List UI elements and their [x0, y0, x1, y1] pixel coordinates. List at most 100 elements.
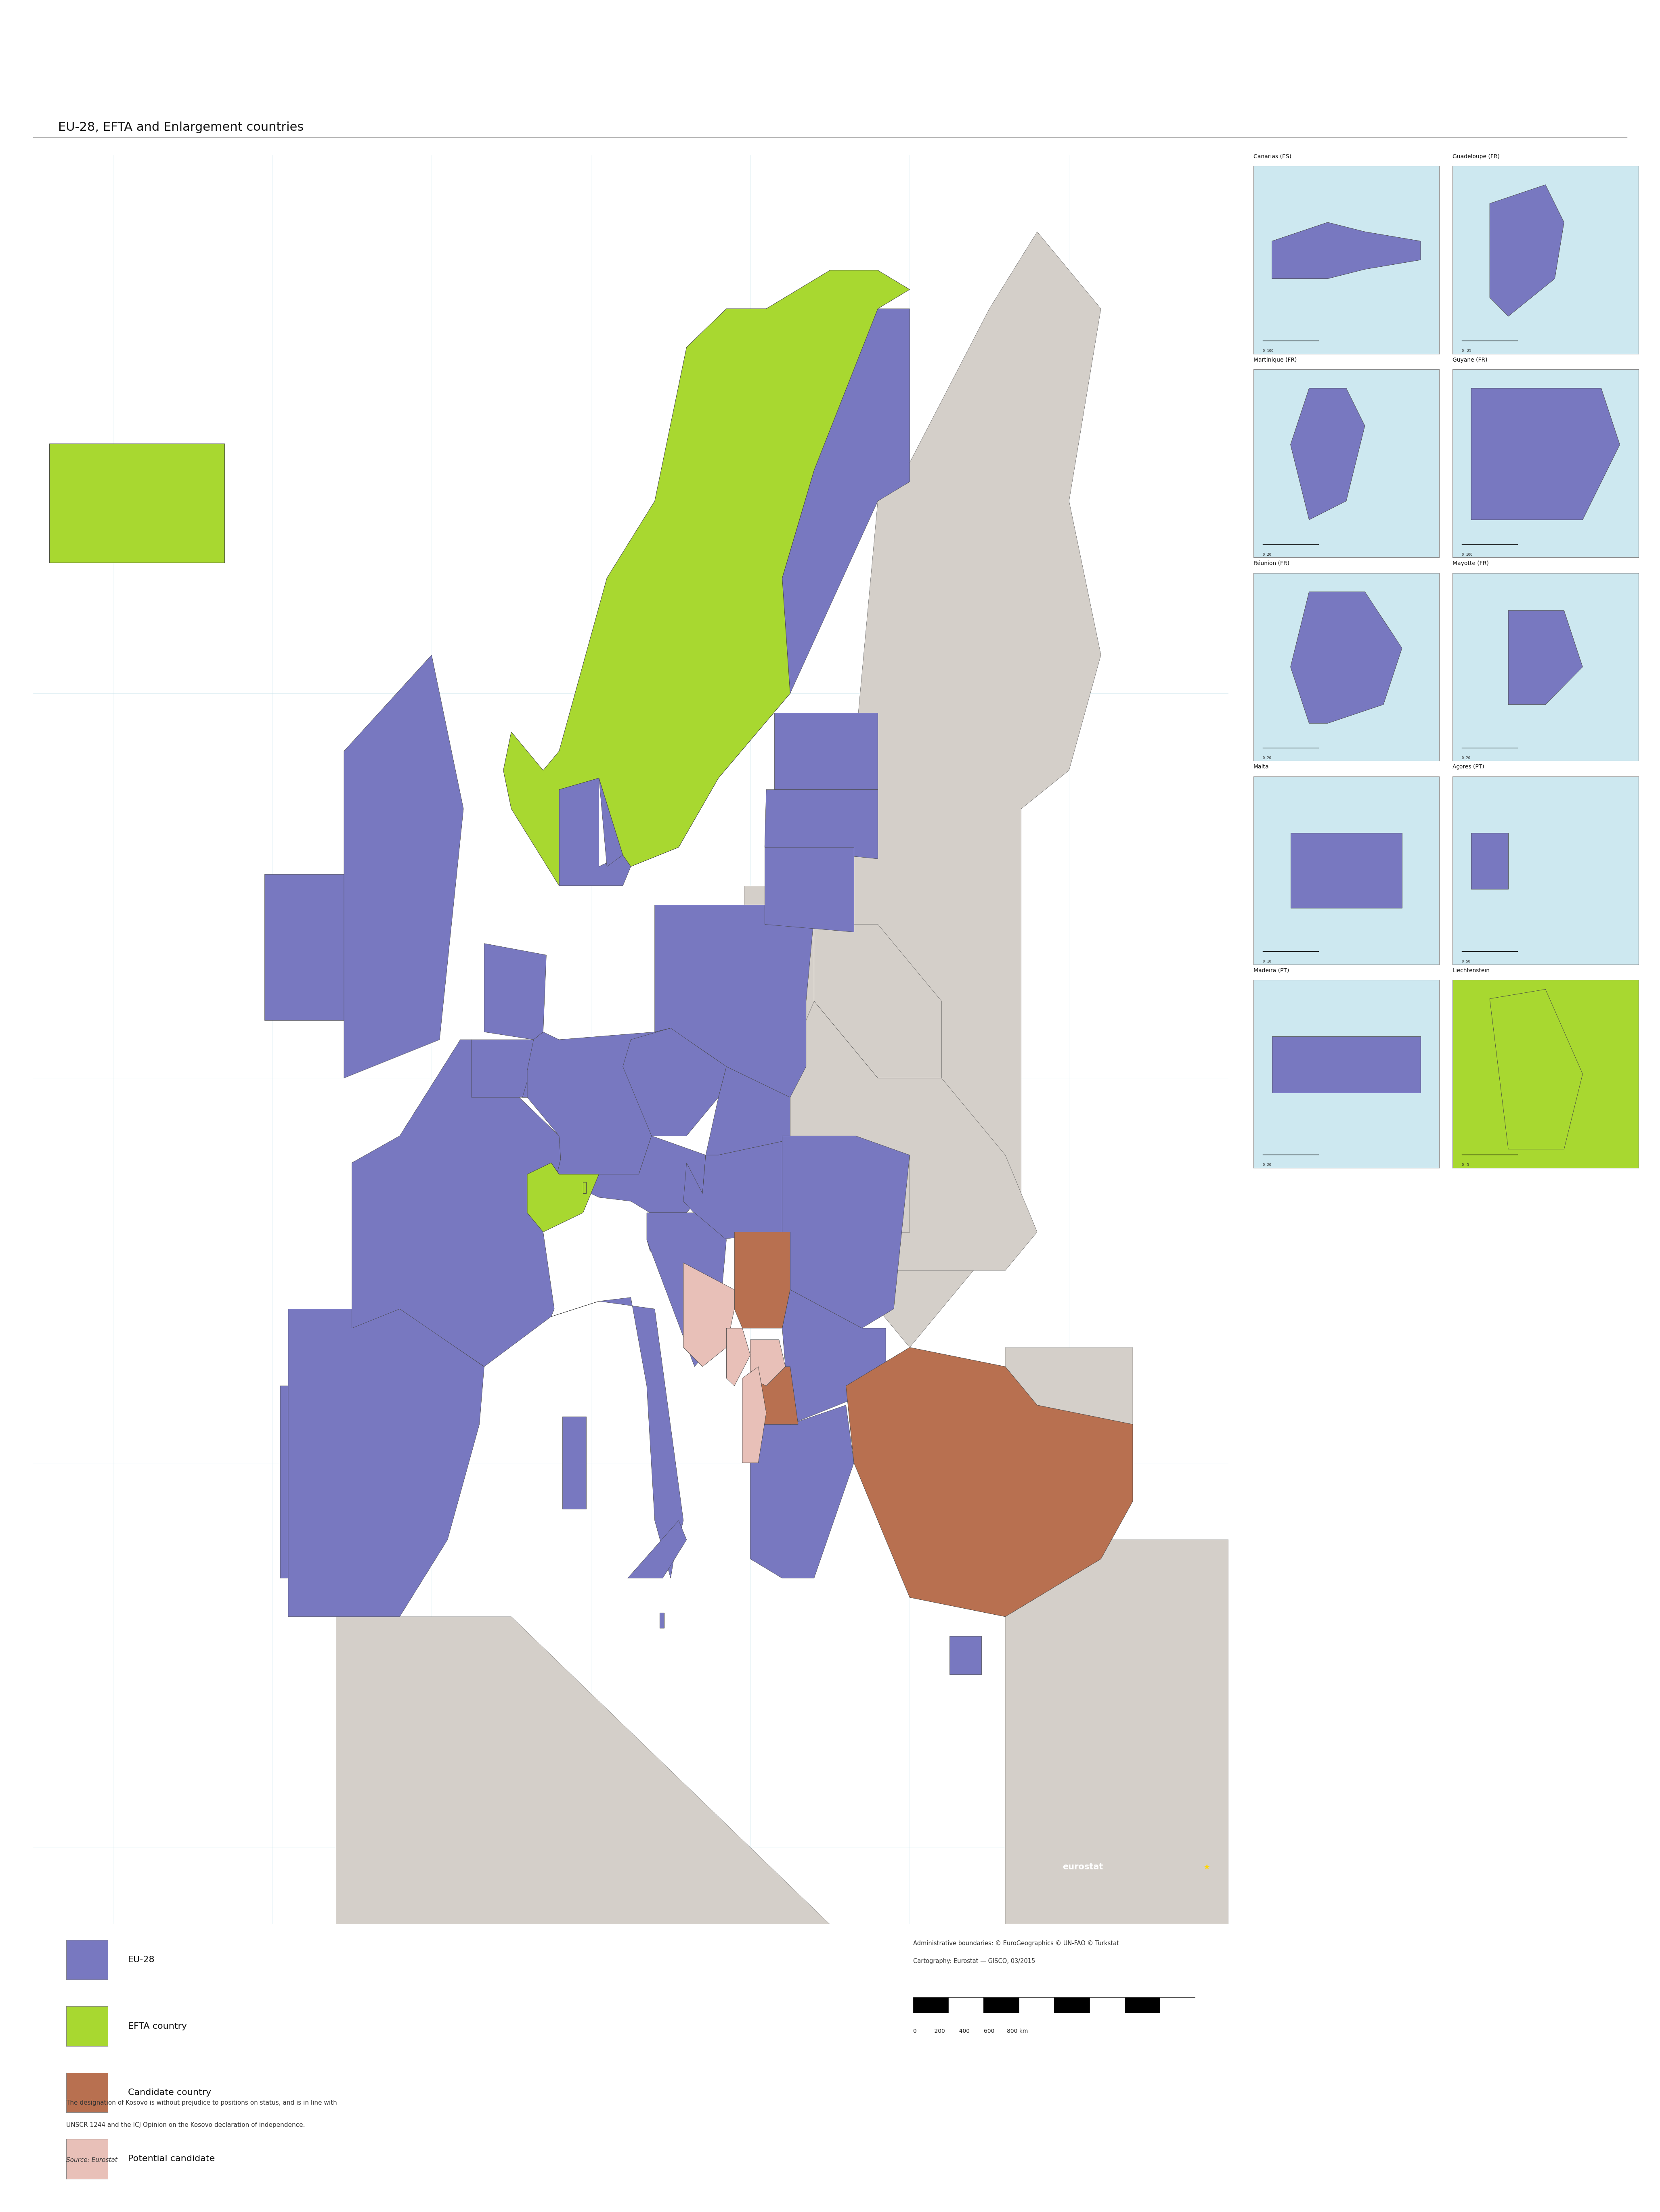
Polygon shape — [647, 1212, 727, 1367]
Polygon shape — [1272, 223, 1421, 279]
Text: Cartography: Eurostat — GISCO, 03/2015: Cartography: Eurostat — GISCO, 03/2015 — [913, 1958, 1036, 1964]
Polygon shape — [485, 945, 546, 1040]
Polygon shape — [335, 1617, 830, 1924]
Polygon shape — [264, 874, 344, 1020]
Text: Canarias (ES): Canarias (ES) — [1253, 153, 1291, 159]
Text: EU-28: EU-28 — [128, 1955, 154, 1964]
Polygon shape — [765, 790, 878, 858]
Text: EU-28, EFTA and Enlargement countries: EU-28, EFTA and Enlargement countries — [58, 122, 304, 133]
Text: Madeira (PT): Madeira (PT) — [1253, 967, 1288, 973]
Polygon shape — [1471, 389, 1620, 520]
Polygon shape — [1272, 1037, 1421, 1093]
Text: Potential candidate: Potential candidate — [128, 2154, 214, 2163]
Polygon shape — [1290, 593, 1403, 723]
Polygon shape — [551, 1298, 684, 1577]
Polygon shape — [1006, 1347, 1132, 1425]
Polygon shape — [1006, 1540, 1228, 1924]
Polygon shape — [750, 1387, 853, 1577]
Polygon shape — [528, 1164, 599, 1232]
Text: Liechtenstein: Liechtenstein — [1452, 967, 1491, 973]
Polygon shape — [471, 1040, 533, 1097]
Text: 0  10: 0 10 — [1263, 960, 1272, 964]
Text: 0   25: 0 25 — [1462, 349, 1471, 354]
Polygon shape — [782, 1135, 910, 1327]
Bar — [913, 1997, 948, 2013]
Polygon shape — [782, 1002, 1038, 1270]
Polygon shape — [591, 1135, 706, 1212]
Polygon shape — [782, 232, 1101, 1347]
Polygon shape — [744, 885, 790, 914]
Text: Source: Eurostat: Source: Eurostat — [66, 2157, 118, 2163]
Polygon shape — [563, 1416, 586, 1509]
Polygon shape — [344, 655, 463, 1077]
Polygon shape — [1290, 389, 1365, 520]
Bar — [948, 1997, 984, 2013]
Text: 0  100: 0 100 — [1462, 553, 1472, 557]
Polygon shape — [523, 1071, 533, 1097]
Polygon shape — [684, 1263, 734, 1367]
Polygon shape — [950, 1637, 981, 1674]
Polygon shape — [50, 442, 224, 562]
Text: 0  20: 0 20 — [1263, 553, 1272, 557]
Polygon shape — [289, 1310, 485, 1617]
Text: Malta: Malta — [1253, 763, 1268, 770]
Text: 0  20: 0 20 — [1263, 1164, 1272, 1168]
Polygon shape — [750, 310, 910, 692]
Polygon shape — [1509, 611, 1582, 703]
Text: Guyane (FR): Guyane (FR) — [1452, 356, 1487, 363]
Text: 0  20: 0 20 — [1263, 757, 1272, 761]
Text: 0  20: 0 20 — [1462, 757, 1471, 761]
Polygon shape — [503, 270, 910, 885]
Text: ★: ★ — [1204, 1863, 1210, 1871]
Polygon shape — [281, 1387, 332, 1577]
Polygon shape — [352, 1040, 561, 1367]
Text: UNSCR 1244 and the ICJ Opinion on the Kosovo declaration of independence.: UNSCR 1244 and the ICJ Opinion on the Ko… — [66, 2121, 305, 2128]
Polygon shape — [702, 1066, 790, 1194]
Polygon shape — [774, 712, 878, 790]
Bar — [1125, 1997, 1160, 2013]
Polygon shape — [528, 1029, 671, 1232]
Polygon shape — [813, 925, 941, 1077]
Bar — [1054, 1997, 1089, 2013]
Text: Mayotte (FR): Mayotte (FR) — [1452, 560, 1489, 566]
Text: 0   5: 0 5 — [1462, 1164, 1469, 1168]
Polygon shape — [759, 1367, 798, 1425]
Text: eurostat: eurostat — [1062, 1863, 1102, 1871]
Polygon shape — [1290, 834, 1403, 909]
Text: Réunion (FR): Réunion (FR) — [1253, 560, 1290, 566]
Polygon shape — [654, 905, 813, 1097]
Polygon shape — [734, 1232, 790, 1327]
Text: Administrative boundaries: © EuroGeographics © UN-FAO © Turkstat: Administrative boundaries: © EuroGeograp… — [913, 1940, 1119, 1947]
Polygon shape — [765, 847, 853, 931]
Text: 0          200        400        600       800 km: 0 200 400 600 800 km — [913, 2028, 1028, 2035]
Bar — [1019, 1997, 1054, 2013]
Text: Açores (PT): Açores (PT) — [1452, 763, 1484, 770]
Polygon shape — [659, 1613, 664, 1628]
Polygon shape — [622, 1029, 727, 1135]
Text: Martinique (FR): Martinique (FR) — [1253, 356, 1296, 363]
Polygon shape — [1489, 186, 1564, 316]
Text: Guadeloupe (FR): Guadeloupe (FR) — [1452, 153, 1499, 159]
Polygon shape — [684, 1139, 795, 1239]
Polygon shape — [727, 1327, 750, 1387]
Text: 0  50: 0 50 — [1462, 960, 1471, 964]
Bar — [984, 1997, 1019, 2013]
Polygon shape — [647, 1212, 694, 1252]
Polygon shape — [750, 1340, 785, 1387]
Text: EFTA country: EFTA country — [128, 2022, 188, 2031]
Polygon shape — [1489, 989, 1582, 1150]
Polygon shape — [742, 1367, 767, 1462]
Text: Candidate country: Candidate country — [128, 2088, 211, 2097]
Bar — [1160, 1997, 1195, 2013]
Polygon shape — [782, 1290, 886, 1425]
Polygon shape — [878, 1155, 910, 1232]
Polygon shape — [1471, 834, 1509, 889]
Polygon shape — [847, 1347, 1132, 1617]
Polygon shape — [583, 1181, 586, 1194]
Polygon shape — [599, 347, 813, 867]
Text: 0  100: 0 100 — [1263, 349, 1273, 354]
Bar — [1089, 1997, 1125, 2013]
Text: The designation of Kosovo is without prejudice to positions on status, and is in: The designation of Kosovo is without pre… — [66, 2099, 337, 2106]
Polygon shape — [627, 1520, 687, 1577]
Polygon shape — [559, 779, 631, 885]
